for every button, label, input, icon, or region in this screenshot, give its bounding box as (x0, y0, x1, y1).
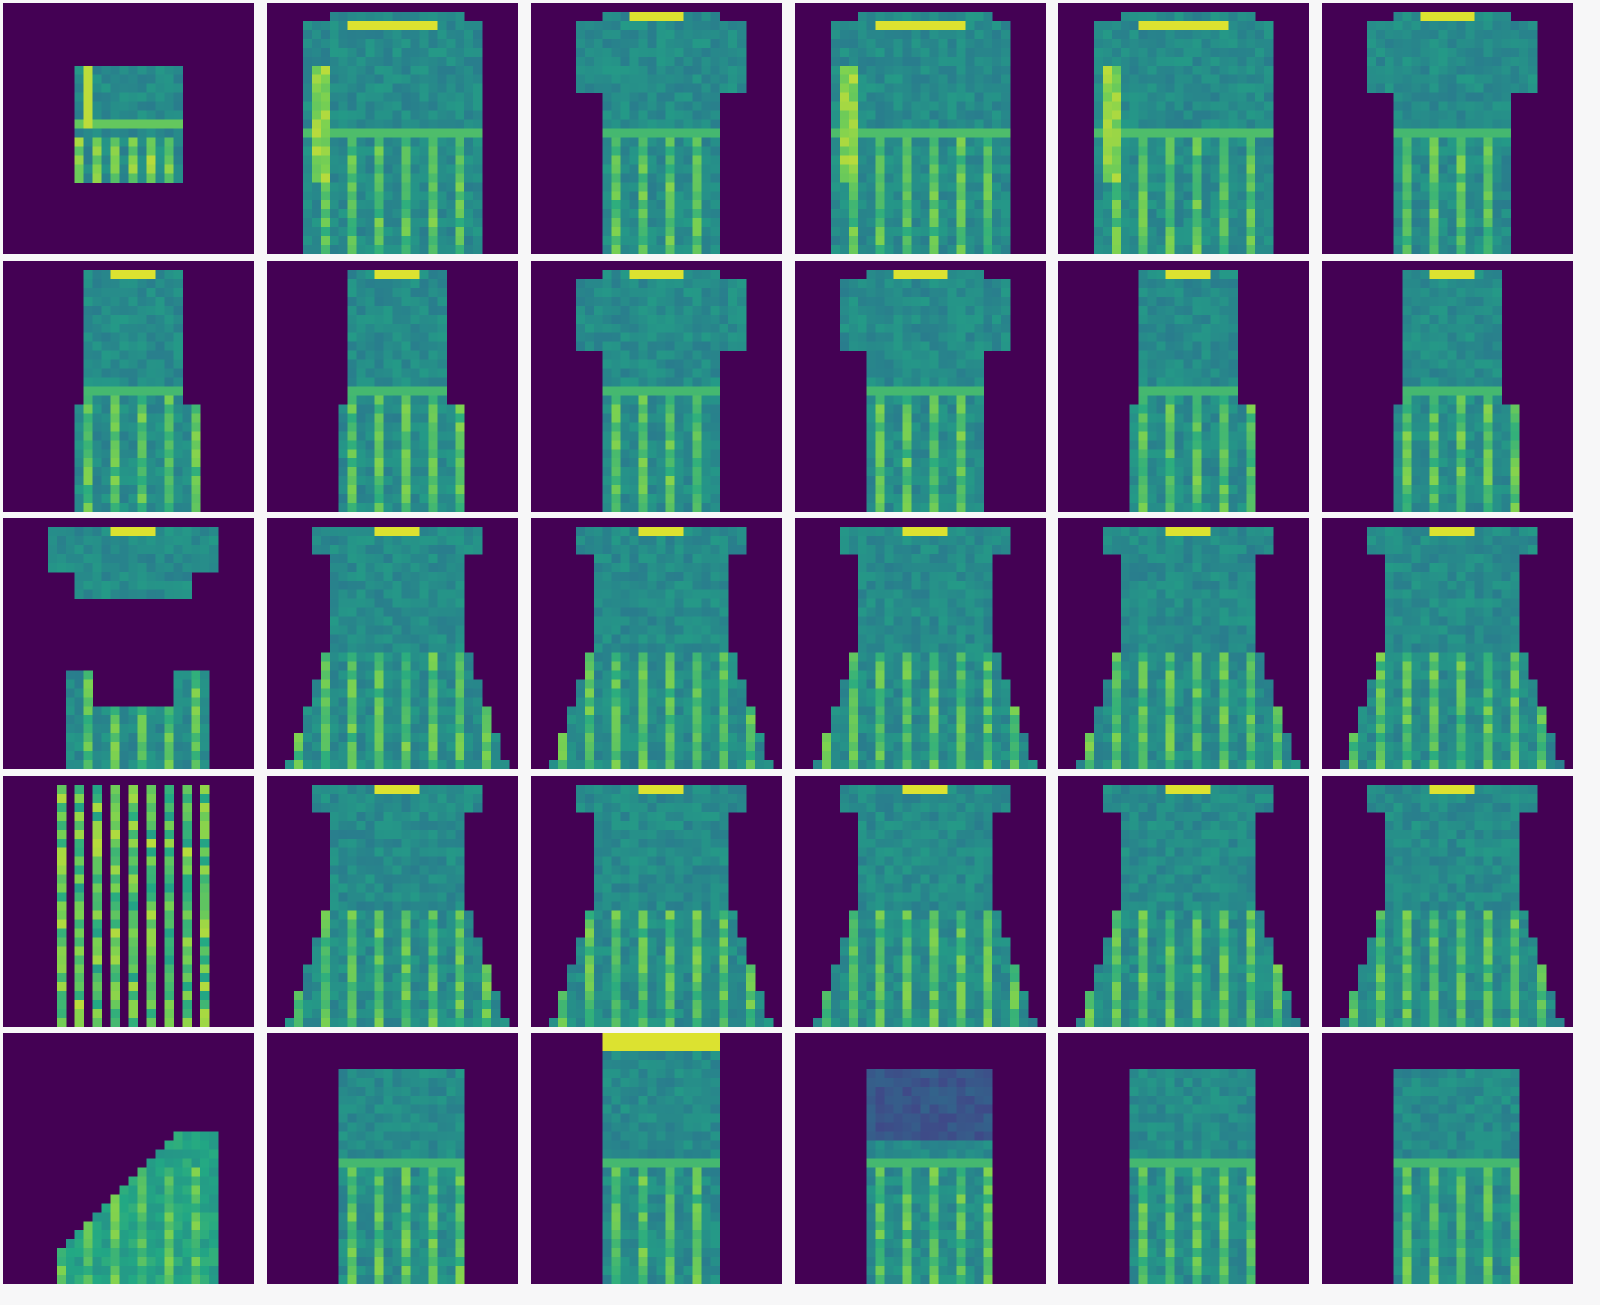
image-tile-r5-c2 (267, 1033, 518, 1284)
dress-image (284, 526, 510, 769)
short-sleeve-top-image (1366, 11, 1538, 254)
image-tile-r2-c4 (795, 261, 1046, 512)
image-tile-r2-c2 (267, 261, 518, 512)
image-tile-r2-c3 (531, 261, 782, 512)
image-tile-r3-c5 (1058, 518, 1309, 769)
dress-partial-image (1129, 1068, 1256, 1284)
dress-image (812, 526, 1038, 769)
image-tile-r5-c6 (1322, 1033, 1573, 1284)
image-tile-r3-c4 (795, 518, 1046, 769)
long-sleeve-top-image (830, 11, 1011, 254)
dress-tall-image (602, 1033, 720, 1284)
image-tile-r3-c6 (1322, 518, 1573, 769)
sleeveless-dress-image (1393, 269, 1520, 512)
image-tile-r1-c2 (267, 3, 518, 254)
dress-partial-image (1393, 1068, 1520, 1284)
image-tile-r4-c3 (531, 776, 782, 1027)
image-tile-r1-c6 (1322, 3, 1573, 254)
dress-image (548, 784, 774, 1027)
vertical-stripes-image (56, 784, 210, 1027)
image-tile-r1-c4 (795, 3, 1046, 254)
short-sleeve-dress-image (839, 269, 1011, 512)
image-tile-r1-c5 (1058, 3, 1309, 254)
dress-image (1075, 784, 1301, 1027)
dress-image (812, 784, 1038, 1027)
image-tile-r5-c1 (3, 1033, 254, 1284)
sleeveless-dress-image (1129, 269, 1256, 512)
image-tile-r3-c1 (3, 518, 254, 769)
image-tile-r5-c4 (795, 1033, 1046, 1284)
short-sleeve-dress-image (575, 269, 747, 512)
sleeveless-dress-image (74, 269, 201, 512)
image-tile-r2-c6 (1322, 261, 1573, 512)
small-garment-occluded-image (74, 65, 183, 183)
dress-image (284, 784, 510, 1027)
image-tile-r5-c5 (1058, 1033, 1309, 1284)
dress-partial-image (338, 1068, 465, 1284)
image-tile-r4-c6 (1322, 776, 1573, 1027)
dress-with-center-mask-image (47, 526, 219, 769)
image-tile-r3-c3 (531, 518, 782, 769)
long-sleeve-top-image (302, 11, 483, 254)
image-tile-r4-c2 (267, 776, 518, 1027)
image-tile-r4-c4 (795, 776, 1046, 1027)
image-tile-r1-c1 (3, 3, 254, 254)
image-tile-r4-c1 (3, 776, 254, 1027)
short-sleeve-top-image (575, 11, 747, 254)
dress-image (1339, 526, 1565, 769)
dress-image (1075, 526, 1301, 769)
image-tile-r2-c5 (1058, 261, 1309, 512)
image-tile-r3-c2 (267, 518, 518, 769)
image-tile-r1-c3 (531, 3, 782, 254)
dress-image (1339, 784, 1565, 1027)
image-tile-r4-c5 (1058, 776, 1309, 1027)
image-tile-r5-c3 (531, 1033, 782, 1284)
dress-image (548, 526, 774, 769)
long-sleeve-top-image (1093, 11, 1274, 254)
image-tile-r2-c1 (3, 261, 254, 512)
sleeveless-dress-image (338, 269, 465, 512)
dress-faded-top-image (866, 1068, 993, 1284)
triangle-masked-dress-image (56, 1131, 219, 1284)
